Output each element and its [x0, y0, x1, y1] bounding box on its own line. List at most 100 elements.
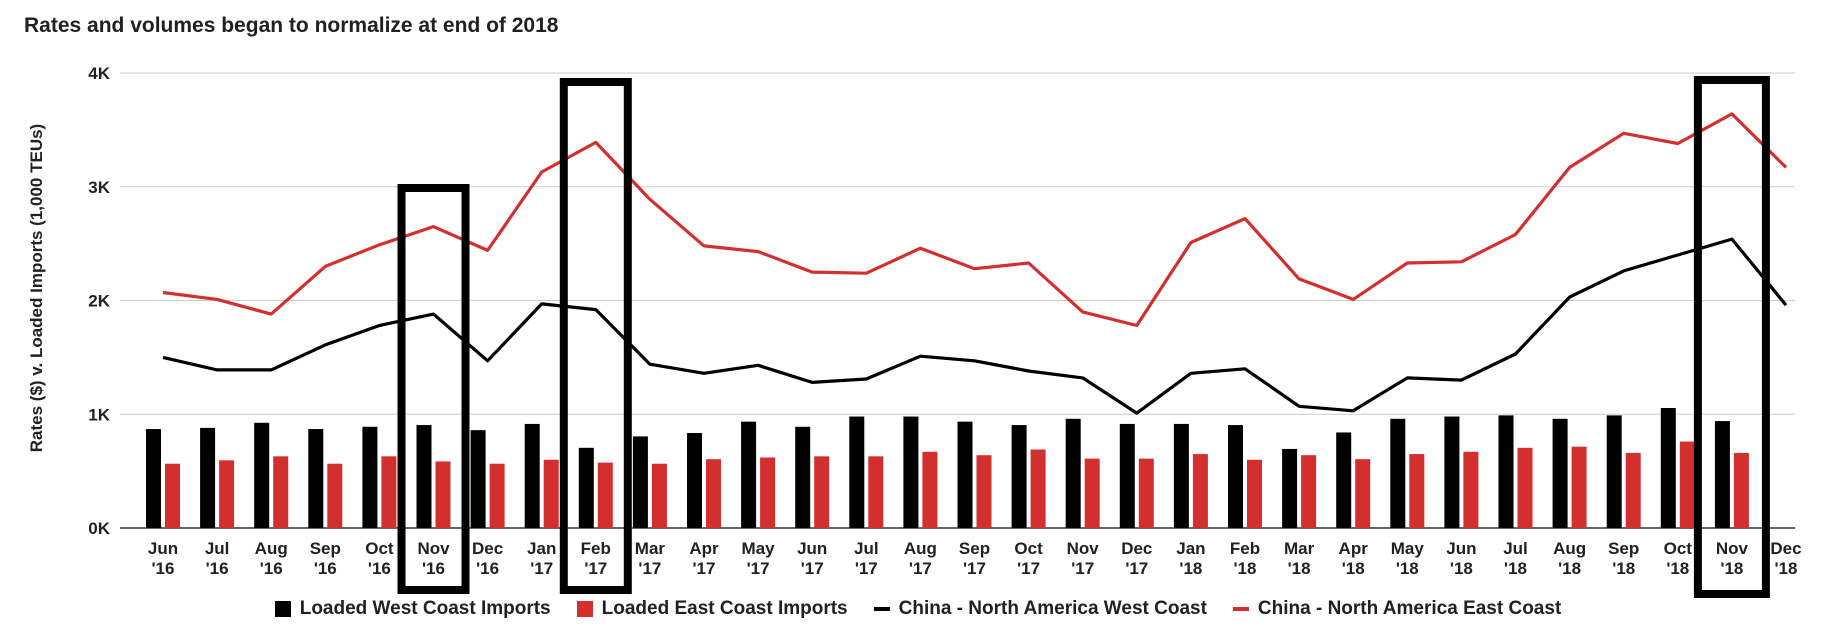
highlight-box — [397, 184, 470, 594]
x-tick-label: Mar — [1284, 539, 1315, 558]
x-tick-label-year: '18 — [1504, 559, 1527, 578]
x-tick-label-year: '17 — [855, 559, 878, 578]
x-tick-label-year: '17 — [584, 559, 607, 578]
x-tick-label-year: '18 — [1612, 559, 1635, 578]
y-tick-label: 0K — [88, 519, 110, 538]
bar-west-coast-imports — [146, 429, 161, 528]
bar-west-coast-imports — [957, 421, 973, 528]
x-tick-label-year: '18 — [1450, 559, 1473, 578]
x-tick-label: Aug — [904, 539, 937, 558]
x-tick-label: Mar — [635, 539, 666, 558]
legend-item-east-rates: China - North America East Coast — [1232, 598, 1562, 620]
bar-east-coast-imports — [597, 462, 613, 528]
x-tick-label-year: '18 — [1234, 559, 1257, 578]
bar-west-coast-imports — [470, 430, 486, 528]
bar-east-coast-imports — [760, 457, 776, 528]
highlight-boxes-layer — [397, 76, 1770, 598]
bar-west-coast-imports — [795, 426, 811, 528]
x-tick-label: Jun — [797, 539, 827, 558]
bar-west-coast-imports — [1011, 425, 1027, 528]
bar-east-coast-imports — [273, 456, 289, 528]
y-axis-title: Rates ($) v. Loaded Imports (1,000 TEUs) — [27, 124, 46, 452]
legend-swatch-black-line — [873, 607, 890, 611]
bar-west-coast-imports — [632, 436, 648, 528]
bar-east-coast-imports — [1571, 446, 1587, 528]
bar-east-coast-imports — [1733, 452, 1749, 528]
x-tick-label-year: '17 — [747, 559, 770, 578]
bar-west-coast-imports — [524, 423, 540, 528]
x-tick-label: May — [1391, 539, 1425, 558]
x-tick-label-year: '17 — [530, 559, 553, 578]
legend-item-east-imports: Loaded East Coast Imports — [576, 598, 848, 620]
bar-west-coast-imports — [1714, 421, 1730, 528]
x-tick-label-year: '16 — [368, 559, 391, 578]
x-tick-label: Feb — [581, 539, 611, 558]
x-tick-label: Jul — [1503, 539, 1528, 558]
x-tick-label: Sep — [959, 539, 990, 558]
highlight-box — [559, 78, 632, 594]
x-tick-label-year: '18 — [1342, 559, 1365, 578]
bar-east-coast-imports — [435, 461, 451, 528]
bar-east-coast-imports — [1355, 459, 1371, 528]
bar-west-coast-imports — [1660, 407, 1676, 528]
x-tick-label: Sep — [310, 539, 341, 558]
x-tick-label-year: '17 — [963, 559, 986, 578]
y-tick-label: 3K — [88, 178, 110, 197]
legend-label: Loaded East Coast Imports — [601, 598, 848, 619]
bars-layer — [146, 407, 1749, 528]
x-tick-label: Aug — [255, 539, 288, 558]
bar-west-coast-imports — [1498, 415, 1514, 528]
x-tick-label: Dec — [1121, 539, 1152, 558]
bar-east-coast-imports — [651, 463, 667, 528]
x-tick-label: Nov — [417, 539, 450, 558]
bar-east-coast-imports — [922, 451, 938, 528]
bar-west-coast-imports — [1390, 418, 1406, 528]
x-tick-label-year: '17 — [1125, 559, 1148, 578]
x-tick-label-year: '16 — [152, 559, 175, 578]
bar-west-coast-imports — [1065, 418, 1081, 528]
x-tick-label-year: '17 — [693, 559, 716, 578]
bar-east-coast-imports — [327, 463, 343, 528]
x-tick-label-year: '16 — [260, 559, 283, 578]
x-tick-label: Jan — [1176, 539, 1205, 558]
x-tick-label: Oct — [1014, 539, 1043, 558]
x-tick-label-year: '17 — [1017, 559, 1040, 578]
legend-label: China - North America East Coast — [1257, 598, 1562, 619]
bar-east-coast-imports — [381, 456, 397, 528]
x-tick-label-year: '18 — [1666, 559, 1689, 578]
legend: Loaded West Coast Imports Loaded East Co… — [0, 598, 1836, 620]
x-tick-label: Dec — [472, 539, 503, 558]
x-tick-label-year: '18 — [1288, 559, 1311, 578]
x-tick-label: Apr — [1339, 539, 1369, 558]
x-tick-label-year: '18 — [1396, 559, 1419, 578]
bar-west-coast-imports — [362, 426, 378, 528]
x-tick-label-year: '16 — [314, 559, 337, 578]
bar-west-coast-imports — [1282, 448, 1298, 528]
bar-west-coast-imports — [416, 425, 432, 528]
bar-west-coast-imports — [1119, 423, 1135, 528]
x-tick-label-year: '16 — [422, 559, 445, 578]
x-tick-label: Oct — [365, 539, 394, 558]
x-tick-label-year: '17 — [1071, 559, 1094, 578]
bar-west-coast-imports — [849, 416, 865, 528]
x-tick-label-year: '16 — [476, 559, 499, 578]
bar-west-coast-imports — [741, 421, 757, 528]
bar-east-coast-imports — [165, 463, 180, 528]
bar-west-coast-imports — [1606, 415, 1622, 528]
bar-east-coast-imports — [868, 456, 884, 528]
bar-east-coast-imports — [1463, 451, 1479, 528]
chart-title: Rates and volumes began to normalize at … — [24, 14, 559, 37]
lines-layer — [162, 112, 1788, 415]
bar-west-coast-imports — [308, 429, 324, 528]
legend-swatch-red-box — [576, 601, 593, 617]
bar-east-coast-imports — [543, 459, 559, 528]
line-china-na-west-coast — [162, 237, 1788, 415]
x-tick-label: Sep — [1608, 539, 1639, 558]
bar-west-coast-imports — [1228, 425, 1243, 528]
highlight-box — [1693, 76, 1770, 598]
x-tick-label-year: '17 — [801, 559, 824, 578]
bar-east-coast-imports — [489, 463, 505, 528]
bar-east-coast-imports — [219, 460, 235, 528]
bar-west-coast-imports — [1444, 416, 1460, 528]
bar-west-coast-imports — [687, 433, 702, 528]
